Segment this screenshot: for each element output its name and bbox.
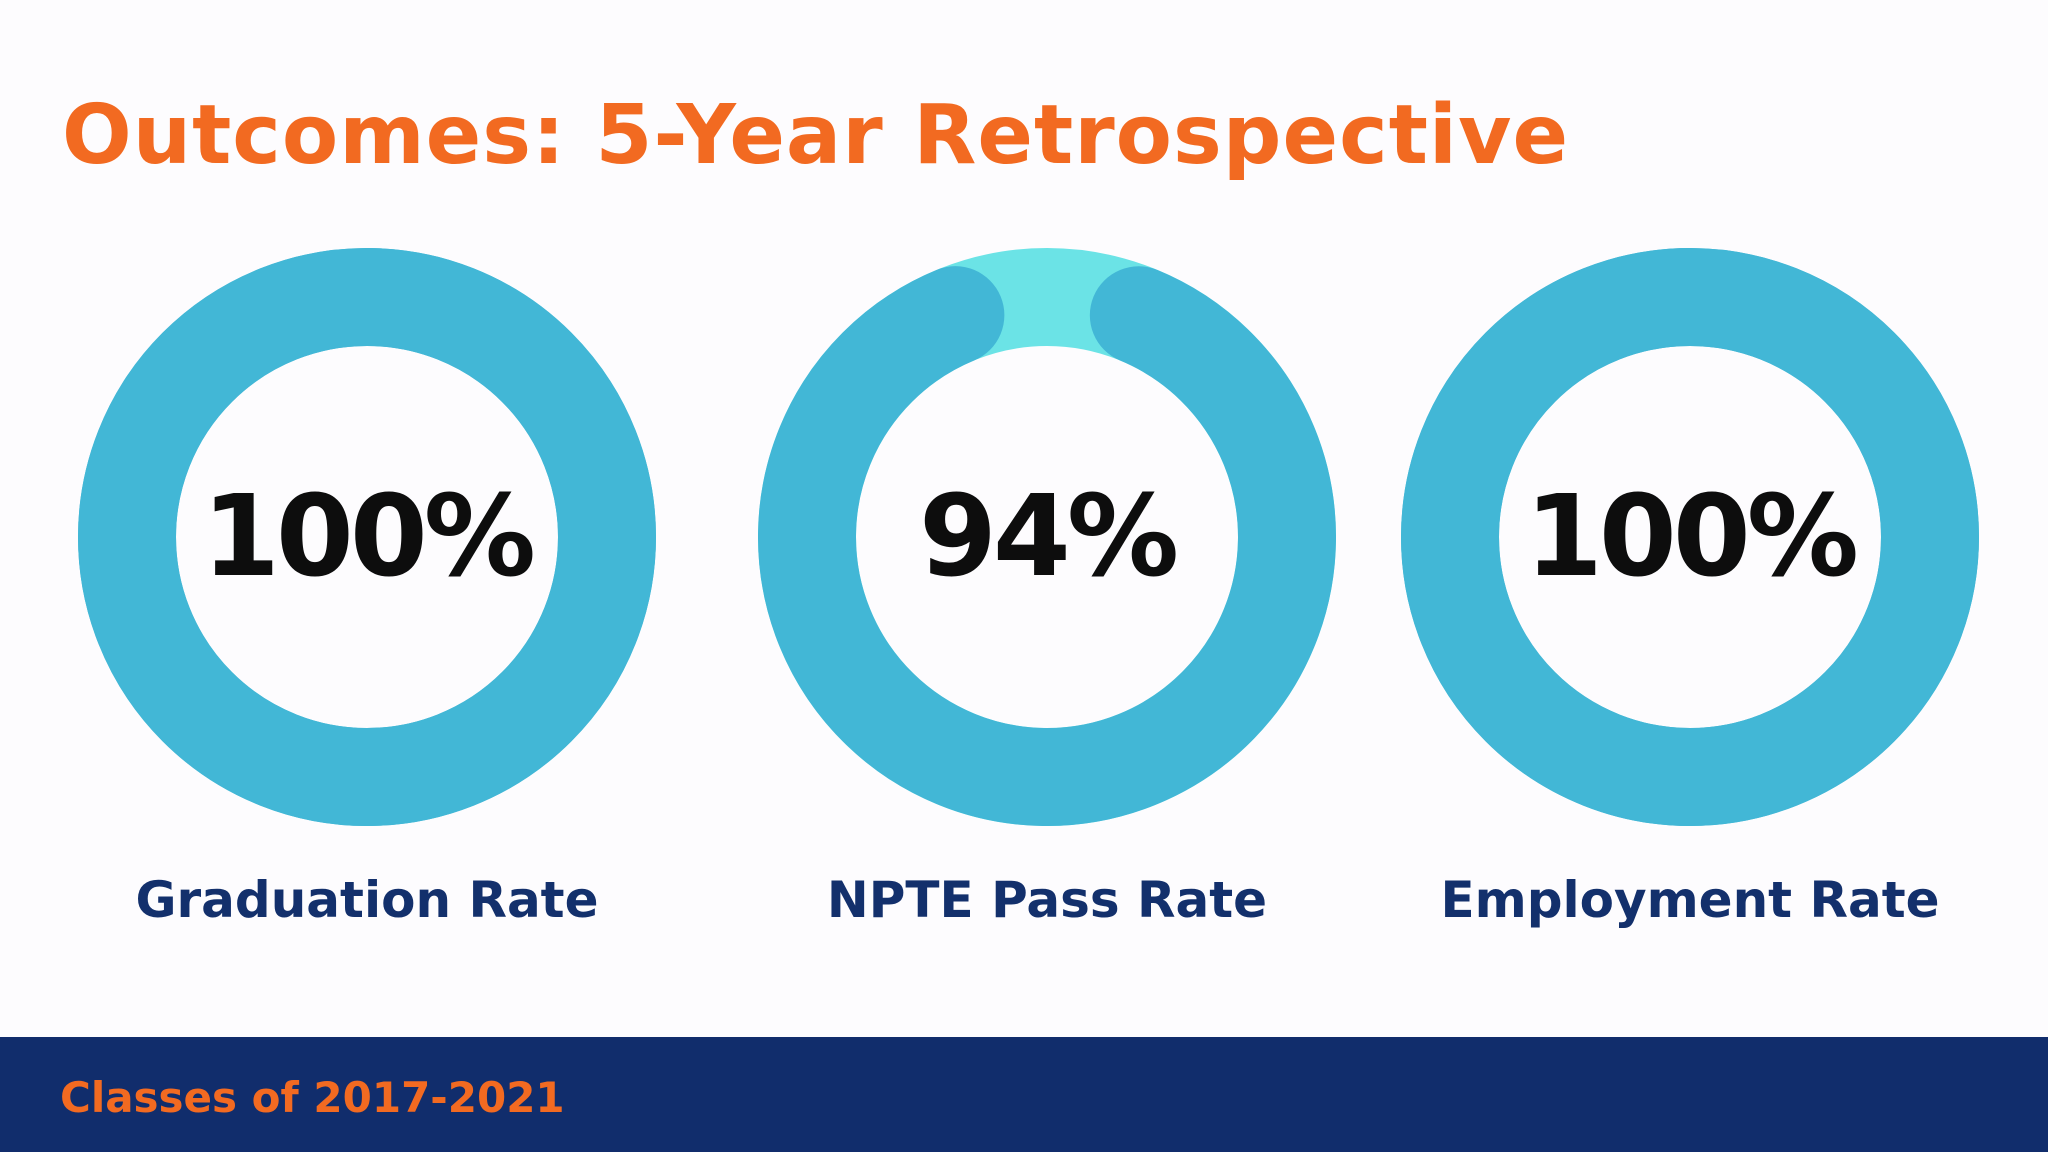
donut-arc-employment-rate (1401, 248, 1979, 826)
label-npte-pass-rate: NPTE Pass Rate (826, 871, 1268, 929)
label-graduation-rate: Graduation Rate (135, 871, 599, 929)
donut-chart-graduation-rate: 100% (78, 248, 656, 826)
donut-svg-employment-rate: 100% (1401, 248, 1979, 826)
donut-value-employment-rate: 100% (1525, 472, 1856, 602)
donut-value-npte-pass-rate: 94% (919, 472, 1176, 602)
label-employment-rate: Employment Rate (1440, 871, 1940, 929)
donut-chart-npte-pass-rate: 94% (758, 248, 1336, 826)
donut-chart-employment-rate: 100% (1401, 248, 1979, 826)
page-title: Outcomes: 5-Year Retrospective (62, 88, 1570, 183)
donut-arc-graduation-rate (78, 248, 656, 826)
footer-caption: Classes of 2017-2021 (60, 1073, 565, 1122)
donut-svg-npte-pass-rate: 94% (758, 248, 1336, 826)
donut-arc-npte-pass-rate (758, 248, 1336, 826)
footer-band (0, 1037, 2048, 1152)
donut-svg-graduation-rate: 100% (78, 248, 656, 826)
donut-value-graduation-rate: 100% (202, 472, 533, 602)
